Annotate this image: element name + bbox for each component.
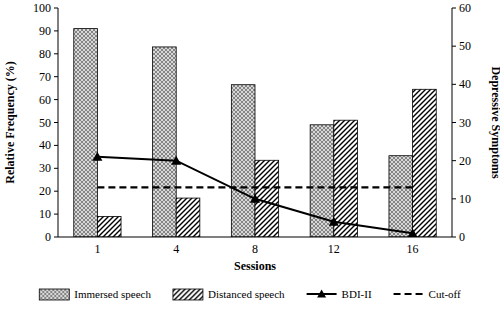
- line-dashed: [97, 186, 412, 188]
- marker: [329, 217, 339, 226]
- legend-marker: [317, 290, 326, 298]
- x-axis-title: Sessions: [234, 259, 276, 273]
- x-axis-line: [58, 237, 452, 238]
- y2-tick: [452, 46, 456, 47]
- y2-tick: [452, 237, 456, 238]
- plot-marks: [74, 29, 436, 237]
- legend-label: Immersed speech: [74, 288, 151, 300]
- y2-tick-label: 60: [459, 1, 471, 15]
- y-tick: [54, 214, 58, 215]
- y2-tick-label: 30: [459, 116, 471, 130]
- y2-tick: [452, 8, 456, 9]
- y-tick: [54, 237, 58, 238]
- y2-tick-label: 0: [459, 230, 465, 244]
- y-tick-label: 50: [39, 116, 51, 130]
- y-tick-label: 10: [39, 207, 51, 221]
- x-tick-label: 1: [94, 242, 100, 256]
- x-tick-label: 8: [252, 242, 258, 256]
- bar: [255, 160, 279, 237]
- x-tick-label: 4: [173, 242, 179, 256]
- y2-tick: [452, 122, 456, 123]
- bar: [97, 216, 121, 237]
- legend-swatch: [394, 293, 424, 295]
- y-tick: [54, 30, 58, 31]
- y-tick-label: 20: [39, 184, 51, 198]
- y2-tick: [452, 84, 456, 85]
- legend: Immersed speech Distanced speech BDI-II Cut…: [39, 288, 461, 300]
- y-tick-label: 0: [45, 230, 51, 244]
- chart-root: 0 10 20 30 40 50 60 70 80 90 100 0 10 20 30 40 50 60 1 4 8 12…: [0, 0, 500, 313]
- legend-item: Distanced speech: [173, 288, 285, 300]
- y2-tick-label: 20: [459, 154, 471, 168]
- y-tick-label: 30: [39, 161, 51, 175]
- chart-svg: 0 10 20 30 40 50 60 70 80 90 100 0 10 20 30 40 50 60 1 4 8 12…: [0, 0, 500, 313]
- y-axis-title: Relative Frequency (%): [3, 61, 17, 183]
- marker: [250, 194, 260, 203]
- legend-swatch: [173, 289, 203, 300]
- line-solid: [97, 157, 412, 233]
- legend-item: Immersed speech: [39, 288, 151, 300]
- y-tick-label: 40: [39, 138, 51, 152]
- bar: [389, 156, 413, 237]
- legend-label: BDI-II: [342, 288, 372, 300]
- y-tick-label: 80: [39, 47, 51, 61]
- y2-tick-label: 40: [459, 77, 471, 91]
- legend-item: Cut-off: [394, 288, 462, 300]
- bar: [74, 29, 98, 237]
- y-tick-label: 60: [39, 93, 51, 107]
- y-tick: [54, 99, 58, 100]
- y-tick-label: 70: [39, 70, 51, 84]
- legend-label: Cut-off: [429, 288, 462, 300]
- y-tick-label: 90: [39, 24, 51, 38]
- y2-tick-label: 10: [459, 192, 471, 206]
- y-tick: [54, 145, 58, 146]
- y-tick: [54, 8, 58, 9]
- y-tick-label: 100: [33, 1, 51, 15]
- bar: [176, 198, 200, 237]
- legend-item: BDI-II: [307, 288, 372, 300]
- marker: [171, 156, 181, 165]
- marker: [92, 152, 102, 161]
- y2-tick: [452, 160, 456, 161]
- x-tick-label: 16: [407, 242, 419, 256]
- marker: [408, 228, 418, 237]
- y-tick: [54, 122, 58, 123]
- y2-tick: [452, 198, 456, 199]
- legend-swatch: [39, 289, 69, 300]
- bar: [334, 120, 358, 237]
- x-tick-label: 12: [328, 242, 340, 256]
- y2-axis-title: Depressive Symptoms: [489, 66, 500, 178]
- y-tick: [54, 191, 58, 192]
- bar: [153, 47, 177, 237]
- bar: [413, 89, 437, 237]
- legend-label: Distanced speech: [208, 288, 285, 300]
- y-tick: [54, 53, 58, 54]
- bar: [231, 85, 255, 237]
- y-tick: [54, 168, 58, 169]
- y-tick: [54, 76, 58, 77]
- y2-tick-label: 50: [459, 39, 471, 53]
